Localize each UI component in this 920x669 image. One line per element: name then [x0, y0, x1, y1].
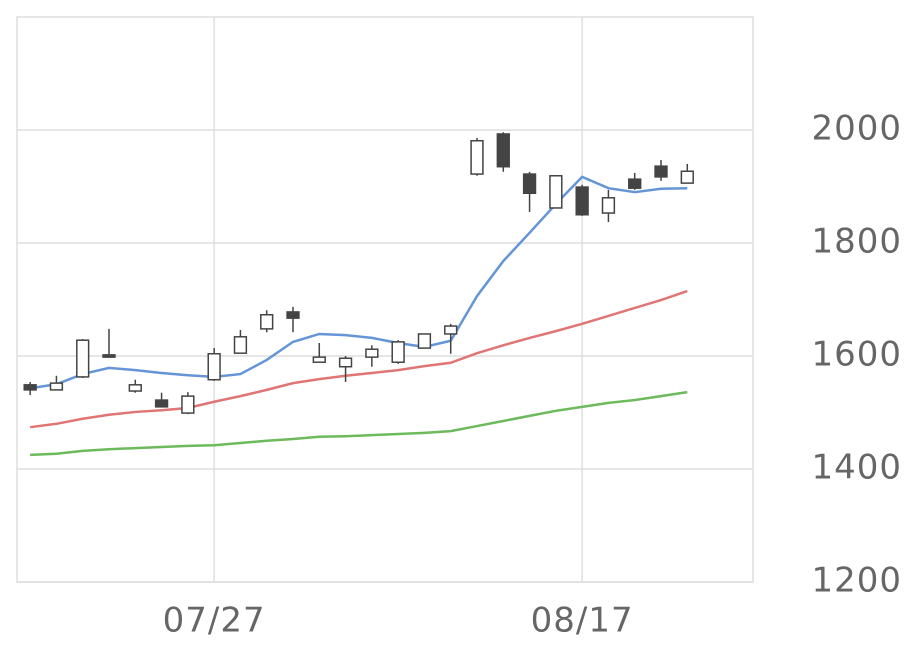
- x-tick-label: 07/27: [163, 601, 266, 641]
- candle-body: [654, 165, 668, 178]
- candle-body: [628, 178, 642, 189]
- y-tick-label: 1200: [811, 561, 902, 601]
- y-tick-label: 2000: [811, 109, 902, 149]
- candle-body: [338, 357, 353, 368]
- moving-average-line: [29, 175, 688, 390]
- candle-body: [680, 170, 694, 184]
- x-tick-label: 08/17: [531, 601, 634, 641]
- moving-average-line: [29, 289, 688, 429]
- candle-body: [260, 314, 274, 330]
- candle-body: [23, 384, 37, 391]
- candle-body: [496, 133, 510, 168]
- candle-body: [365, 348, 379, 358]
- candle-body: [233, 336, 248, 354]
- candle-body: [601, 197, 616, 214]
- candle-body: [549, 175, 563, 209]
- candle-body: [417, 333, 432, 349]
- candle-body: [49, 382, 64, 391]
- candle-body: [102, 354, 116, 358]
- candle-body: [522, 173, 537, 195]
- candle-body: [470, 139, 484, 175]
- candle-body: [128, 384, 142, 392]
- moving-average-line: [30, 390, 688, 457]
- candle-body: [76, 339, 90, 378]
- y-tick-label: 1400: [811, 448, 902, 488]
- candle-body: [286, 311, 300, 319]
- y-tick-label: 1800: [811, 222, 902, 262]
- candle-body: [154, 399, 169, 408]
- candle-body: [312, 356, 326, 363]
- plot-frame: [16, 16, 754, 583]
- candle-body: [181, 395, 195, 414]
- candle-body: [575, 186, 589, 216]
- candle-body: [207, 352, 221, 381]
- candle-body: [444, 325, 458, 335]
- candle-body: [391, 341, 405, 363]
- y-tick-label: 1600: [811, 335, 902, 375]
